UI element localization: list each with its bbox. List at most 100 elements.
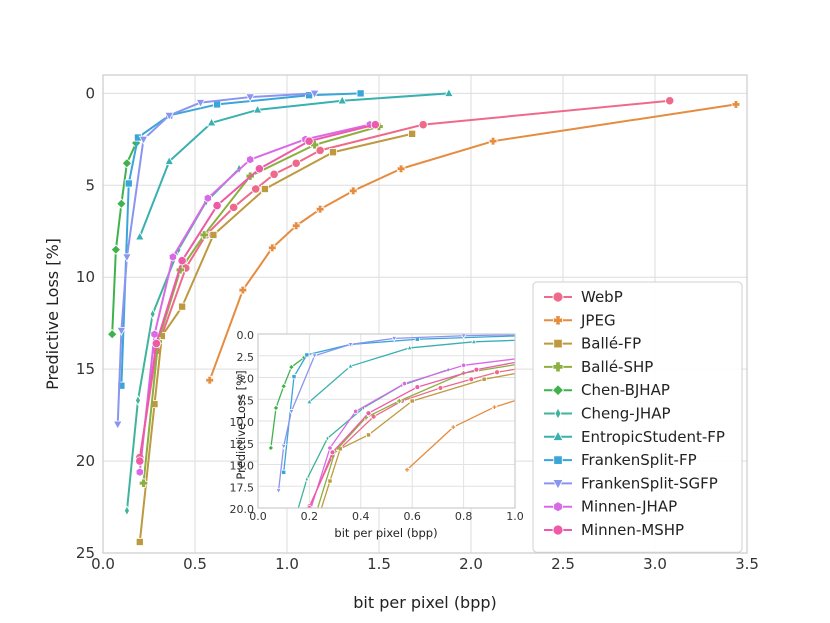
- legend-label-minnen-mshp: Minnen-MSHP: [581, 521, 684, 539]
- point-cheng-jhap: [134, 394, 141, 406]
- point-chen-bjhap: [116, 198, 127, 209]
- inset-point-webp: [494, 369, 500, 376]
- legend-label-frankensplit-fp: FrankenSplit-FP: [581, 451, 697, 469]
- inset-y-tick-label: 7.5: [237, 394, 255, 407]
- inset-y-tick-label: 17.5: [230, 481, 255, 494]
- point-frankensplit-sgfp: [245, 93, 256, 103]
- point-minnen-jhap: [135, 467, 144, 477]
- inset-y-tick-label: 10.0: [230, 416, 255, 429]
- legend-item-webp: WebP: [544, 288, 623, 306]
- inset-series-line-frankensplit-sgfp: [277, 334, 515, 491]
- point-jpeg: [315, 204, 325, 214]
- inset-point-minnen-mshp: [365, 410, 372, 417]
- inset-y-tick-label: 5.0: [237, 373, 255, 386]
- point-ball-fp: [178, 302, 187, 311]
- legend-label-frankensplit-sgfp: FrankenSplit-SGFP: [581, 474, 718, 492]
- point-ball-fp: [209, 230, 218, 239]
- legend-item-entropicstudent-fp: EntropicStudent-FP: [544, 428, 725, 446]
- x-tick-label: 2.0: [459, 555, 483, 573]
- inset-point-cheng-jhap: [304, 475, 309, 483]
- series-line-entropicstudent-fp: [138, 92, 449, 238]
- inset-point-frankensplit-sgfp: [275, 488, 282, 495]
- series-line-ball-fp: [138, 132, 413, 543]
- inset-point-frankensplit-fp: [304, 352, 310, 358]
- point-jpeg: [348, 186, 358, 196]
- inset-point-minnen-jhap: [327, 445, 333, 451]
- point-webp: [269, 169, 279, 179]
- y-tick-label: 25: [76, 544, 95, 562]
- y-tick-label: 15: [76, 360, 95, 378]
- inset-point-frankensplit-sgfp: [311, 353, 318, 360]
- point-minnen-mshp: [212, 200, 222, 211]
- inset-series-group: [267, 334, 806, 508]
- legend-item-minnen-mshp: Minnen-MSHP: [544, 521, 684, 539]
- point-ball-fp: [135, 537, 144, 546]
- inset-point-minnen-mshp: [473, 366, 480, 373]
- inset-point-frankensplit-sgfp: [391, 336, 398, 342]
- point-frankensplit-sgfp: [138, 135, 149, 145]
- x-tick-label: 0.5: [183, 555, 207, 573]
- legend-marker-jpeg: [553, 315, 563, 326]
- inset-point-ball-fp: [365, 432, 372, 438]
- inset-point-minnen-jhap: [353, 408, 359, 415]
- inset-point-frankensplit-sgfp: [460, 334, 467, 340]
- point-frankensplit-sgfp: [116, 326, 127, 337]
- point-minnen-mshp: [151, 338, 161, 349]
- legend-marker-ball-shp: [552, 361, 564, 373]
- point-cheng-jhap: [123, 505, 130, 517]
- point-webp: [251, 184, 261, 194]
- inset-y-axis-label: Predictive Loss [%]: [234, 370, 248, 479]
- inset-point-jpeg: [491, 404, 498, 410]
- legend-label-cheng-jhap: Cheng-JHAP: [581, 405, 671, 423]
- point-minnen-jhap: [168, 252, 177, 262]
- legend-label-jpeg: JPEG: [580, 311, 616, 329]
- point-frankensplit-sgfp: [195, 99, 206, 109]
- legend-label-entropicstudent-fp: EntropicStudent-FP: [581, 428, 725, 446]
- legend-marker-cheng-jhap: [554, 407, 562, 420]
- inset-point-minnen-mshp: [306, 505, 313, 508]
- legend-marker-minnen-jhap: [553, 501, 563, 513]
- point-chen-bjhap: [121, 158, 133, 169]
- y-axis-label: Predictive Loss [%]: [43, 238, 62, 390]
- point-webp: [418, 120, 428, 130]
- point-frankensplit-sgfp: [164, 111, 175, 121]
- x-tick-label: 0.0: [91, 555, 115, 573]
- legend-item-cheng-jhap: Cheng-JHAP: [544, 405, 671, 423]
- legend-marker-chen-bjhap: [551, 384, 565, 397]
- legend-item-chen-bjhap: Chen-BJHAP: [544, 381, 670, 399]
- point-minnen-jhap: [246, 154, 255, 165]
- inset-point-entropicstudent-fp: [306, 398, 313, 405]
- point-webp: [291, 158, 301, 168]
- point-frankensplit-fp: [117, 381, 126, 390]
- inset-point-chen-bjhap: [288, 363, 295, 371]
- inset-point-minnen-mshp: [329, 449, 336, 456]
- inset-point-frankensplit-fp: [281, 469, 287, 475]
- legend-label-ball-shp: Ballé-SHP: [581, 358, 653, 376]
- legend: WebP JPEG Ballé-FP Ballé-SHP Chen-BJHAP Cheng…: [532, 281, 743, 553]
- inset-y-tick-label: 0.0: [237, 329, 255, 342]
- point-minnen-mshp: [370, 120, 380, 130]
- legend-item-frankensplit-fp: FrankenSplit-FP: [544, 451, 697, 469]
- point-chen-bjhap: [110, 244, 122, 255]
- inset-point-minnen-jhap: [461, 362, 467, 369]
- point-jpeg: [238, 285, 248, 295]
- y-tick-label: 20: [76, 452, 95, 470]
- inset-point-jpeg: [801, 354, 806, 359]
- x-tick-label: 3.5: [735, 555, 759, 573]
- x-tick-label: 1.0: [275, 555, 299, 573]
- point-entropicstudent-fp: [444, 87, 454, 97]
- point-frankensplit-fp: [124, 179, 133, 188]
- inset-series-line-jpeg: [406, 399, 515, 471]
- inset-series-line-entropicstudent-fp: [308, 339, 515, 403]
- legend-marker-ball-fp: [553, 338, 563, 349]
- point-minnen-mshp: [254, 164, 264, 174]
- y-tick-label: 5: [85, 176, 95, 194]
- inset-series-line-cheng-jhap: [297, 369, 449, 508]
- inset-point-chen-bjhap: [272, 404, 280, 412]
- series-group: [107, 87, 741, 546]
- inset-series-line-ball-fp: [320, 372, 515, 508]
- x-tick-label: 1.5: [367, 555, 391, 573]
- x-axis-label: bit per pixel (bpp): [353, 593, 497, 612]
- legend-label-minnen-jhap: Minnen-JHAP: [581, 498, 677, 516]
- inset-point-minnen-jhap: [401, 380, 408, 387]
